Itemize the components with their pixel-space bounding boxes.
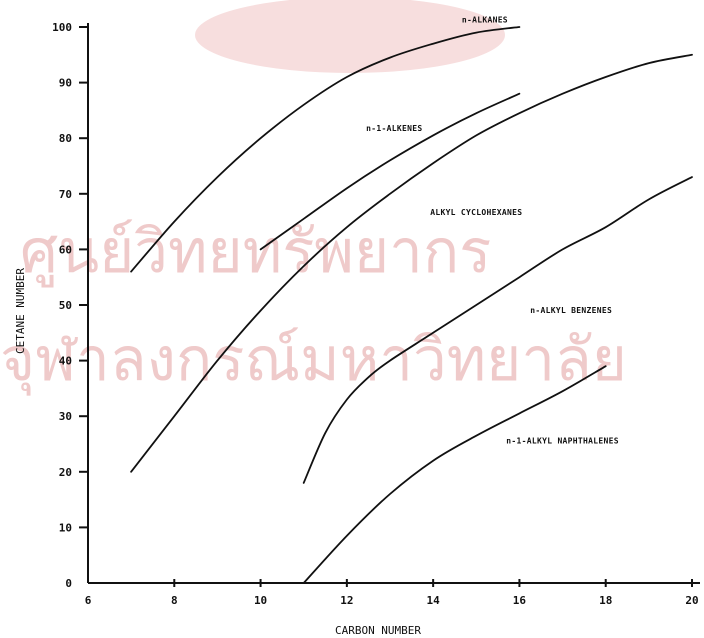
y-tick-label: 0 (65, 577, 72, 590)
y-axis-title: CETANE NUMBER (14, 268, 27, 354)
series-line-n-alkanes (130, 26, 521, 273)
y-tick-label: 100 (52, 21, 72, 34)
series-label-n-1-alkyl-naphthalenes: n-1-ALKYL NAPHTHALENES (506, 436, 619, 445)
series-line-n-1-alkenes (259, 92, 521, 251)
axes (87, 23, 700, 584)
x-tick-label: 8 (171, 594, 178, 607)
series-labels: n-ALKANES n-1-ALKENES ALKYL CYCLOHEXANES n-… (366, 16, 619, 446)
series-label-n-alkanes: n-ALKANES (462, 16, 508, 25)
x-axis-title: CARBON NUMBER (335, 624, 421, 637)
series-group (130, 26, 693, 584)
ticks: 6 8 10 12 14 16 18 20 0 10 20 30 40 50 60 70 80 90 100 (52, 21, 699, 607)
y-tick-label: 70 (59, 188, 72, 201)
y-tick-label: 80 (59, 132, 72, 145)
y-tick-label: 40 (59, 355, 72, 368)
series-label-n-1-alkenes: n-1-ALKENES (366, 124, 422, 133)
y-tick-label: 90 (59, 77, 72, 90)
series-label-n-alkyl-benzenes: n-ALKYL BENZENES (530, 306, 612, 315)
y-tick-label: 10 (59, 521, 72, 534)
series-line-n-alkyl-benzenes (302, 176, 693, 484)
y-tick-label: 50 (59, 299, 72, 312)
x-tick-label: 16 (513, 594, 527, 607)
x-tick-label: 12 (340, 594, 353, 607)
x-tick-label: 18 (599, 594, 612, 607)
y-tick-label: 20 (59, 466, 72, 479)
y-tick-label: 30 (59, 410, 72, 423)
x-tick-label: 14 (427, 594, 441, 607)
x-tick-label: 10 (254, 594, 267, 607)
x-tick-label: 20 (685, 594, 698, 607)
series-line-n-1-alkyl-naphthalenes (302, 365, 607, 584)
y-tick-label: 60 (59, 243, 72, 256)
series-label-alkyl-cyclohexanes: ALKYL CYCLOHEXANES (430, 208, 522, 217)
x-tick-label: 6 (85, 594, 92, 607)
series-line-alkyl-cyclohexanes (130, 53, 693, 473)
